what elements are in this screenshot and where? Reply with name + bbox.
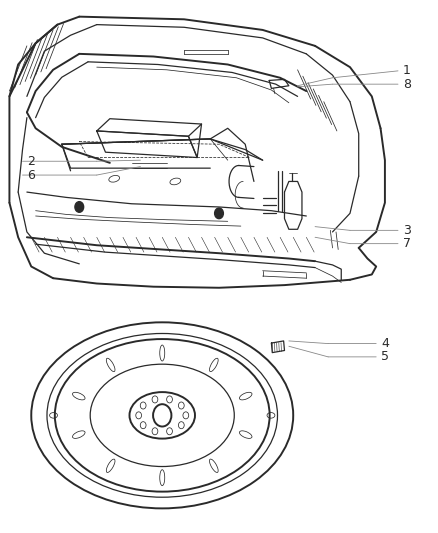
Text: 3: 3 — [403, 224, 411, 237]
Text: 6: 6 — [27, 168, 35, 182]
Text: 1: 1 — [403, 64, 411, 77]
Text: 7: 7 — [403, 237, 411, 250]
Circle shape — [215, 208, 223, 219]
Text: 4: 4 — [381, 337, 389, 350]
Text: 5: 5 — [381, 350, 389, 364]
Text: 2: 2 — [27, 155, 35, 168]
Text: 8: 8 — [403, 78, 411, 91]
Circle shape — [75, 201, 84, 212]
